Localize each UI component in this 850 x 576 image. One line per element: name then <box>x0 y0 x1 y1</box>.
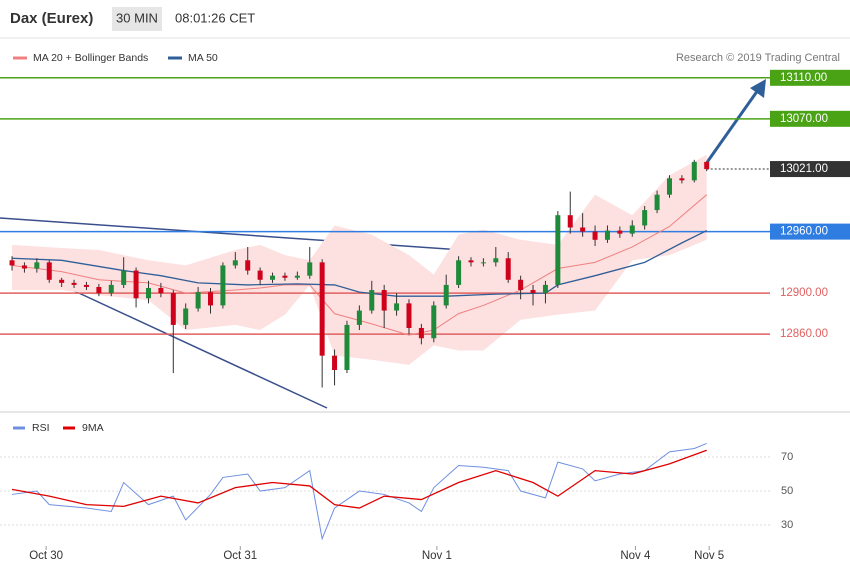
candle-body <box>604 230 610 240</box>
trendline <box>0 217 521 255</box>
candle-body <box>307 262 313 276</box>
level-label-box <box>770 223 850 240</box>
candle-body <box>46 262 52 280</box>
rsi-line <box>11 449 707 509</box>
candle-body <box>9 260 15 266</box>
candle-body <box>282 275 288 278</box>
candle-body <box>356 310 362 325</box>
legend-label: RSI <box>32 422 50 434</box>
x-tick-label: Oct 30 <box>29 550 63 562</box>
candle-body <box>195 292 201 309</box>
level-label: 13021.00 <box>780 163 828 175</box>
candle-body <box>394 303 400 311</box>
time: 08:01:26 CET <box>175 10 255 25</box>
level-label: 13110.00 <box>780 72 827 84</box>
candle-body <box>679 178 685 181</box>
candle-body <box>629 225 635 234</box>
candle-body <box>654 194 660 211</box>
candle-body <box>443 284 449 306</box>
candle-body <box>34 262 40 269</box>
candle-body <box>245 260 251 271</box>
candle-body <box>121 270 127 285</box>
forecast-arrowhead <box>750 79 766 98</box>
level-label-box <box>770 69 850 86</box>
candle-body <box>468 260 474 263</box>
y-tick-label: 50 <box>781 485 793 497</box>
candle-body <box>666 178 672 195</box>
candle-body <box>59 279 65 283</box>
candle-body <box>704 161 710 170</box>
legend-label: 9MA <box>82 422 104 434</box>
x-tick-label: Nov 1 <box>422 550 452 562</box>
candle-body <box>319 262 325 356</box>
y-tick-label: 70 <box>781 451 793 463</box>
candle-body <box>208 292 214 306</box>
y-tick-label: 30 <box>781 519 793 531</box>
level-label-box <box>770 161 850 178</box>
candle-body <box>294 275 300 278</box>
candle-body <box>96 286 102 294</box>
candle-body <box>257 270 263 280</box>
candle-body <box>332 355 338 371</box>
candle-body <box>555 215 561 285</box>
candle-body <box>344 324 350 371</box>
candle-body <box>617 230 623 234</box>
candle-body <box>518 279 524 291</box>
candle-body <box>369 290 375 311</box>
candle-body <box>108 284 114 294</box>
level-label: 12900.00 <box>780 287 828 299</box>
candle-body <box>145 287 151 299</box>
candle-body <box>480 262 486 264</box>
x-tick-label: Nov 4 <box>620 550 651 562</box>
candle-body <box>691 161 697 181</box>
level-label-box <box>770 110 850 127</box>
legend-label: MA 50 <box>188 52 218 64</box>
candle-body <box>183 308 189 325</box>
candle-body <box>133 270 139 299</box>
candle-body <box>21 265 27 269</box>
credit: Research © 2019 Trading Central <box>676 52 840 64</box>
candle-body <box>418 327 424 339</box>
candle-body <box>71 282 77 285</box>
candle-body <box>456 260 462 285</box>
level-label: 12960.00 <box>780 226 828 238</box>
candle-body <box>530 290 536 294</box>
forecast-arrow <box>701 89 760 169</box>
candle-body <box>158 287 164 294</box>
candle-body <box>542 284 548 294</box>
interval: 30 MIN <box>116 10 158 25</box>
level-label: 13070.00 <box>780 113 828 125</box>
x-tick-label: Oct 31 <box>223 550 257 562</box>
legend-label: MA 20 + Bollinger Bands <box>33 52 148 64</box>
candle-body <box>493 258 499 263</box>
rsi-line <box>11 442 707 541</box>
candle-body <box>505 258 511 280</box>
level-label: 12860.00 <box>780 328 828 340</box>
candle-body <box>642 210 648 226</box>
candle-body <box>170 293 176 325</box>
candle-body <box>270 275 276 280</box>
candle-body <box>567 215 573 228</box>
candle-body <box>232 260 238 266</box>
candle-body <box>83 284 89 287</box>
interval-box <box>112 7 162 31</box>
x-tick-label: Nov 5 <box>694 550 724 562</box>
title: Dax (Eurex) <box>10 10 93 27</box>
candle-body <box>580 227 586 232</box>
candle-body <box>381 290 387 311</box>
candle-body <box>592 231 598 240</box>
ma-line <box>12 229 707 297</box>
candle-body <box>431 305 437 339</box>
candle-body <box>220 265 226 306</box>
candle-body <box>406 303 412 328</box>
